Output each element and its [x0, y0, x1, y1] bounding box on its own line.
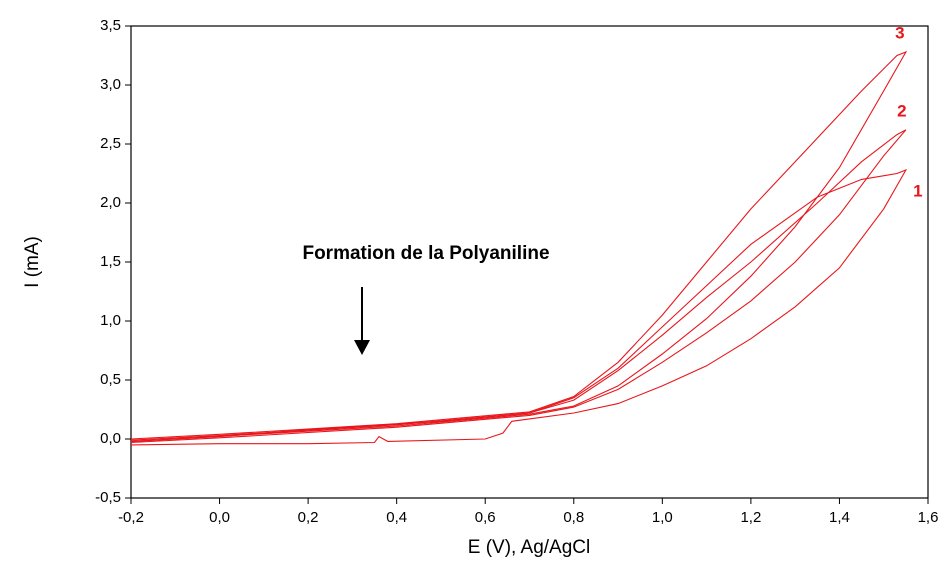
x-axis-label: E (V), Ag/AgCl [468, 537, 591, 558]
cv-curve [130, 50, 908, 442]
x-tick-label: 0,8 [563, 509, 584, 526]
annotation: Formation de la Polyaniline [302, 243, 549, 264]
x-tick-label: 0,0 [209, 509, 230, 526]
x-tick-label: 0,2 [298, 509, 319, 526]
series-label: 1 [913, 181, 922, 200]
y-tick-label: 1,0 [100, 312, 121, 329]
x-tick-label: 1,6 [918, 509, 939, 526]
y-tick-label: 2,5 [100, 135, 121, 152]
series-label: 3 [895, 23, 904, 42]
x-tick-label: 0,4 [386, 509, 407, 526]
y-tick-label: 0,5 [100, 371, 121, 388]
y-tick-label: -0,5 [95, 489, 121, 506]
y-tick-label: 3,0 [100, 76, 121, 93]
y-tick-label: 3,5 [100, 17, 121, 34]
y-tick-label: 1,5 [100, 253, 121, 270]
x-tick-label: 1,4 [829, 509, 850, 526]
x-tick-label: 1,2 [740, 509, 761, 526]
x-tick-label: -0,2 [118, 509, 144, 526]
cv-curve [130, 168, 908, 446]
cv-curve [130, 129, 907, 444]
arrow-head [354, 340, 370, 355]
y-axis-label: I (mA) [22, 236, 43, 288]
y-tick-label: 0,0 [100, 430, 121, 447]
x-tick-label: 1,0 [652, 509, 673, 526]
y-tick-label: 2,0 [100, 194, 121, 211]
series-label: 2 [897, 101, 906, 120]
x-tick-label: 0,6 [475, 509, 496, 526]
